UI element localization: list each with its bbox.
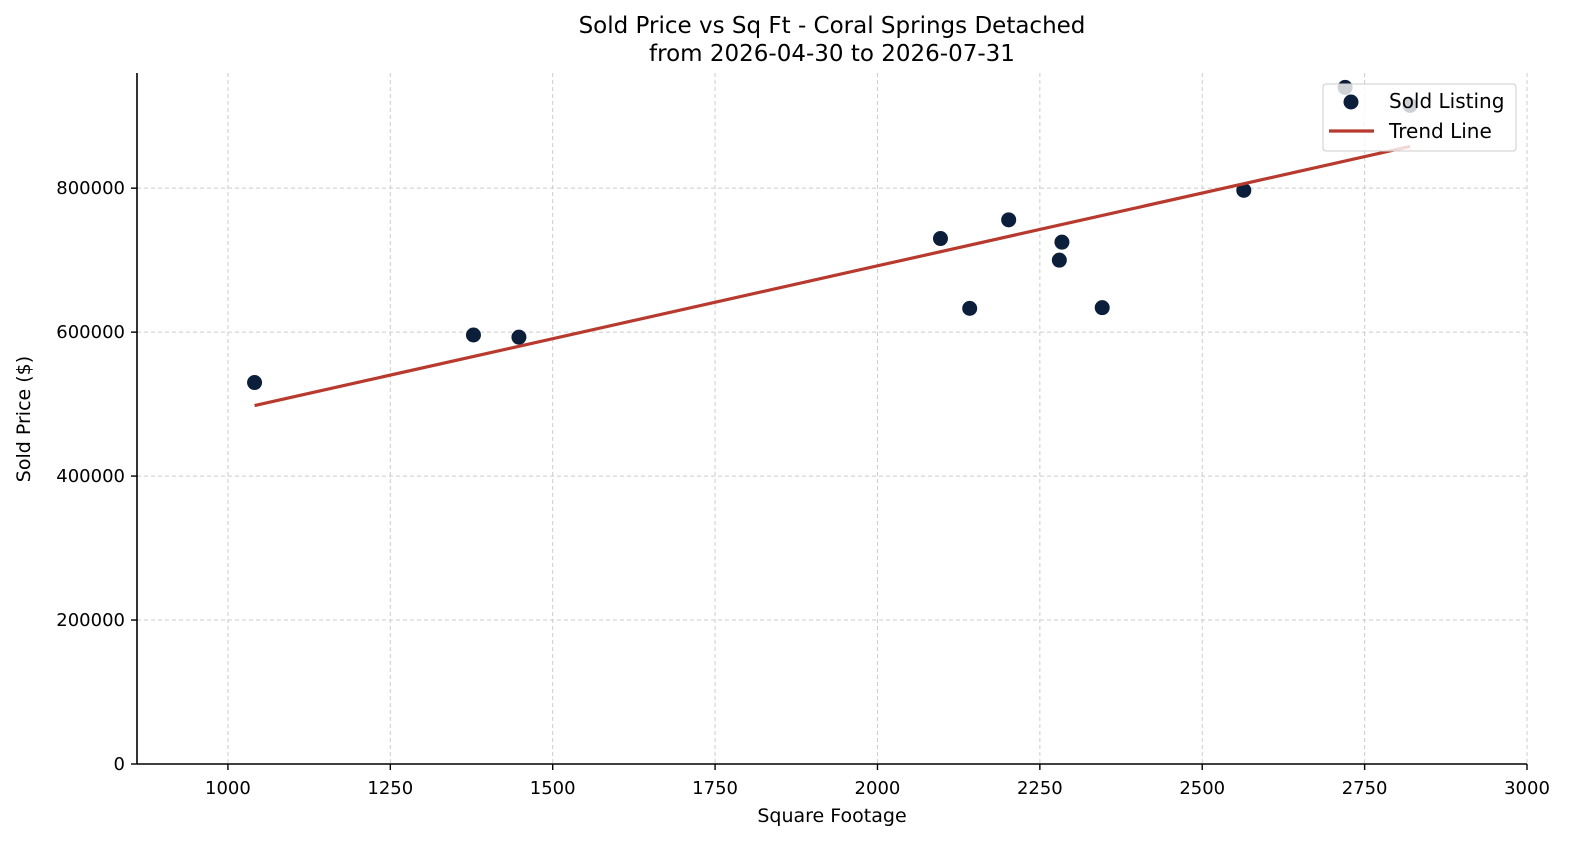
x-tick-label: 2000 (855, 778, 901, 799)
x-tick-label: 2500 (1179, 778, 1225, 799)
y-tick-label: 200000 (56, 610, 125, 631)
legend-label-trend-line: Trend Line (1388, 119, 1492, 143)
trend-line-layer (254, 144, 1411, 408)
x-tick-label: 1750 (692, 778, 738, 799)
x-tick-label: 1250 (367, 778, 413, 799)
x-tick-label: 1500 (530, 778, 576, 799)
chart-title: Sold Price vs Sq Ft - Coral Springs Deta… (579, 13, 1086, 39)
data-point (1236, 182, 1252, 198)
data-point (1001, 212, 1017, 228)
data-point (932, 231, 948, 247)
legend-marker-sold-listing (1343, 94, 1359, 110)
y-tick-label: 800000 (56, 178, 125, 199)
data-point (511, 329, 527, 345)
x-tick-label: 2750 (1342, 778, 1388, 799)
y-tick-label: 600000 (56, 322, 125, 343)
legend: Sold Listing Trend Line (1322, 83, 1517, 152)
data-point (962, 300, 978, 316)
points-layer (247, 79, 1418, 391)
x-axis-title: Square Footage (757, 805, 906, 827)
ticks-layer: 1000 1250 1500 1750 2000 2250 2500 2750 3000 0 200… (56, 178, 1550, 799)
data-point (247, 375, 263, 391)
grid-layer (137, 73, 1528, 764)
axes-layer (136, 73, 1527, 765)
data-point (465, 327, 481, 343)
data-point (1094, 300, 1110, 316)
data-point (1051, 252, 1067, 268)
chart-subtitle: from 2026-04-30 to 2026-07-31 (649, 41, 1015, 67)
x-tick-label: 1000 (205, 778, 251, 799)
y-axis-title: Sold Price ($) (13, 356, 35, 482)
y-tick-label: 400000 (56, 466, 125, 487)
x-tick-label: 2250 (1017, 778, 1063, 799)
legend-label-sold-listing: Sold Listing (1389, 89, 1504, 113)
trend-line (254, 144, 1411, 408)
data-point (1054, 234, 1070, 250)
y-tick-label: 0 (114, 754, 125, 775)
x-tick-label: 3000 (1504, 778, 1550, 799)
legend-box (1322, 83, 1517, 152)
